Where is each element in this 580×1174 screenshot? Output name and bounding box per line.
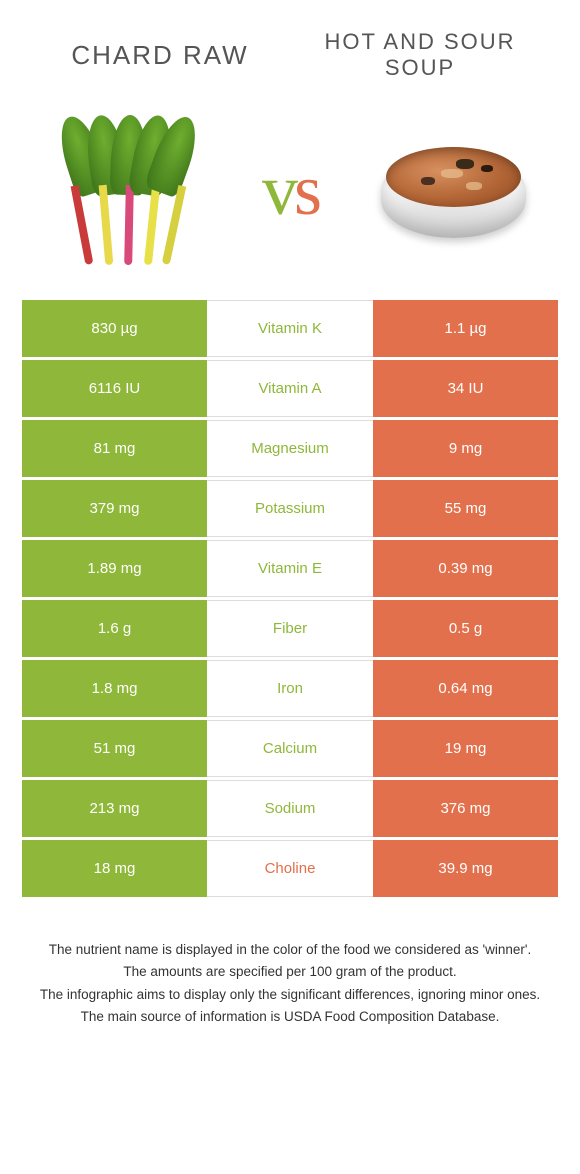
footer-line: The infographic aims to display only the… xyxy=(30,985,550,1005)
nutrient-name: Magnesium xyxy=(207,420,373,477)
nutrient-name: Fiber xyxy=(207,600,373,657)
table-row: 379 mgPotassium55 mg xyxy=(22,480,558,537)
title-right: hot and sour soup xyxy=(290,29,550,82)
value-right: 0.64 mg xyxy=(373,660,558,717)
value-left: 1.6 g xyxy=(22,600,207,657)
value-left: 213 mg xyxy=(22,780,207,837)
nutrient-name: Sodium xyxy=(207,780,373,837)
nutrient-name: Potassium xyxy=(207,480,373,537)
header: chard raw hot and sour soup xyxy=(0,0,580,100)
value-left: 81 mg xyxy=(22,420,207,477)
nutrient-name: Vitamin A xyxy=(207,360,373,417)
value-left: 1.8 mg xyxy=(22,660,207,717)
images-row: vs xyxy=(0,100,580,300)
footer-line: The main source of information is USDA F… xyxy=(30,1007,550,1027)
table-row: 213 mgSodium376 mg xyxy=(22,780,558,837)
footer-notes: The nutrient name is displayed in the co… xyxy=(0,900,580,1049)
table-row: 1.8 mgIron0.64 mg xyxy=(22,660,558,717)
value-left: 51 mg xyxy=(22,720,207,777)
value-right: 1.1 µg xyxy=(373,300,558,357)
nutrient-name: Vitamin E xyxy=(207,540,373,597)
table-row: 18 mgCholine39.9 mg xyxy=(22,840,558,897)
value-right: 0.5 g xyxy=(373,600,558,657)
nutrient-table: 830 µgVitamin K1.1 µg6116 IUVitamin A34 … xyxy=(0,300,580,897)
title-left: chard raw xyxy=(30,40,290,71)
value-right: 9 mg xyxy=(373,420,558,477)
value-right: 55 mg xyxy=(373,480,558,537)
value-left: 830 µg xyxy=(22,300,207,357)
soup-image xyxy=(376,113,531,268)
value-right: 34 IU xyxy=(373,360,558,417)
footer-line: The amounts are specified per 100 gram o… xyxy=(30,962,550,982)
value-left: 18 mg xyxy=(22,840,207,897)
table-row: 51 mgCalcium19 mg xyxy=(22,720,558,777)
value-left: 1.89 mg xyxy=(22,540,207,597)
nutrient-name: Iron xyxy=(207,660,373,717)
value-right: 376 mg xyxy=(373,780,558,837)
nutrient-name: Vitamin K xyxy=(207,300,373,357)
nutrient-name: Calcium xyxy=(207,720,373,777)
table-row: 830 µgVitamin K1.1 µg xyxy=(22,300,558,357)
value-right: 19 mg xyxy=(373,720,558,777)
value-right: 0.39 mg xyxy=(373,540,558,597)
vs-label: vs xyxy=(262,149,318,232)
table-row: 81 mgMagnesium9 mg xyxy=(22,420,558,477)
vs-v: v xyxy=(262,150,294,230)
table-row: 6116 IUVitamin A34 IU xyxy=(22,360,558,417)
chard-image xyxy=(49,113,204,268)
footer-line: The nutrient name is displayed in the co… xyxy=(30,940,550,960)
vs-s: s xyxy=(294,150,318,230)
value-right: 39.9 mg xyxy=(373,840,558,897)
value-left: 6116 IU xyxy=(22,360,207,417)
table-row: 1.89 mgVitamin E0.39 mg xyxy=(22,540,558,597)
nutrient-name: Choline xyxy=(207,840,373,897)
value-left: 379 mg xyxy=(22,480,207,537)
table-row: 1.6 gFiber0.5 g xyxy=(22,600,558,657)
